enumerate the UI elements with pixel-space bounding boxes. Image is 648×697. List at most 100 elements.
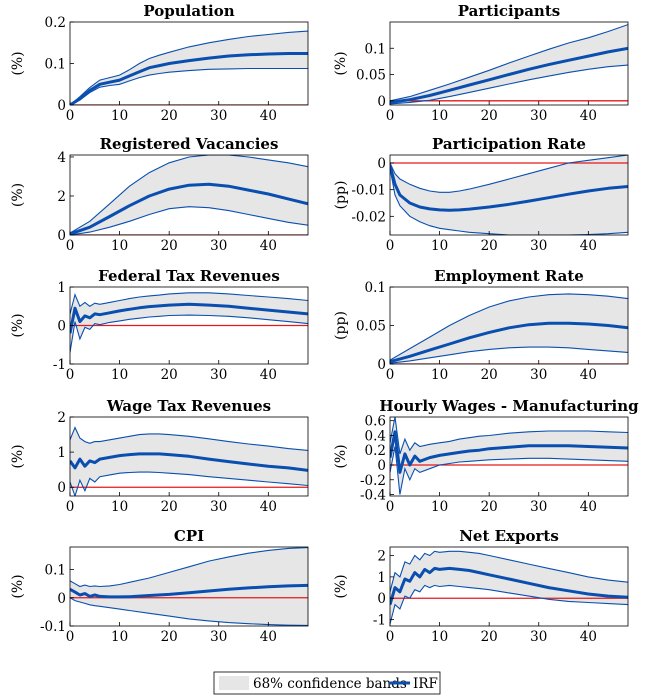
x-tick-label: 0 <box>66 367 75 383</box>
lower-band-line <box>70 206 308 235</box>
x-tick-label: 30 <box>210 108 227 124</box>
y-axis-label: (%) <box>333 51 349 75</box>
y-tick-label: 0.4 <box>365 428 386 444</box>
y-axis-label: (%) <box>10 183 26 207</box>
y-tick-label: 0 <box>57 228 66 244</box>
plot-area <box>390 417 628 495</box>
irf-line <box>390 46 628 104</box>
x-tick-label: 10 <box>111 367 128 383</box>
upper-band-line <box>390 550 628 592</box>
y-tick-label: 2 <box>57 410 66 426</box>
x-tick-label: 0 <box>386 367 395 383</box>
x-tick-label: 10 <box>431 499 448 515</box>
y-tick-label: 0 <box>377 591 386 607</box>
confidence-band <box>70 31 308 105</box>
panel-title: Hourly Wages - Manufacturing <box>379 397 639 415</box>
panel-title: Employment Rate <box>434 267 584 285</box>
y-tick-label: 0 <box>57 98 66 114</box>
y-axis-label: (%) <box>333 574 349 598</box>
x-tick-label: 0 <box>66 108 75 124</box>
x-tick-label: 0 <box>66 499 75 515</box>
axes-box <box>69 416 309 497</box>
x-tick-label: 30 <box>210 367 227 383</box>
legend-irf-label: IRF <box>413 676 438 692</box>
legend: 68% confidence bands IRF <box>213 671 441 695</box>
confidence-band <box>390 155 628 235</box>
upper-band-line <box>390 417 628 455</box>
lower-band-line <box>390 346 628 364</box>
panel-5: 0 10 20 30 40 0 0.05 0.1 Employment Rate (pp) <box>333 267 629 383</box>
x-tick-label: 0 <box>66 238 75 254</box>
y-axis-label: (%) <box>10 313 26 337</box>
x-tick-label: 0 <box>386 238 395 254</box>
y-tick-label: 0 <box>377 94 386 110</box>
panel-title: Registered Vacancies <box>100 135 279 153</box>
plot-area <box>70 292 308 353</box>
x-tick-label: 30 <box>210 499 227 515</box>
y-axis-label: (%) <box>10 574 26 598</box>
plot-area <box>390 155 628 235</box>
plot-area <box>390 550 628 625</box>
y-tick-label: 0.6 <box>365 414 386 430</box>
y-tick-label: 0.2 <box>45 15 66 31</box>
y-tick-label: 0 <box>377 357 386 373</box>
y-tick-label: 2 <box>57 189 66 205</box>
panel-6: 0 10 20 30 40 0 1 2 Wage Tax Revenues (%) <box>10 397 309 515</box>
plot-area <box>70 426 308 496</box>
panel-2: 0 10 20 30 40 0 2 4 Registered Vacancies (%) <box>10 135 309 254</box>
y-tick-label: 0 <box>377 458 386 474</box>
x-tick-label: 30 <box>530 238 547 254</box>
legend-band-label: 68% confidence bands <box>253 676 407 692</box>
plot-area <box>70 155 308 235</box>
y-tick-label: 0 <box>57 480 66 496</box>
x-tick-label: 10 <box>431 238 448 254</box>
x-tick-label: 10 <box>431 108 448 124</box>
x-tick-label: 10 <box>111 108 128 124</box>
irf-line <box>390 430 628 474</box>
x-tick-label: 20 <box>481 629 498 645</box>
x-tick-label: 0 <box>386 629 395 645</box>
axes-box <box>69 154 309 236</box>
irf-line <box>70 452 308 472</box>
x-tick-label: 20 <box>481 499 498 515</box>
confidence-band <box>70 547 308 626</box>
lower-band-line <box>70 471 308 496</box>
y-tick-label: -0.01 <box>351 183 386 199</box>
panel-title: Participation Rate <box>432 135 586 153</box>
y-tick-label: 0.1 <box>365 280 386 296</box>
y-tick-label: 4 <box>57 150 66 166</box>
upper-band-line <box>70 30 308 105</box>
lower-band-line <box>70 314 308 353</box>
legend-box <box>213 671 441 695</box>
x-tick-label: 20 <box>161 238 178 254</box>
irf-line <box>70 182 308 235</box>
y-tick-label: 0.1 <box>365 41 386 57</box>
panel-title: Wage Tax Revenues <box>106 397 271 415</box>
lower-band-line <box>390 584 628 625</box>
x-tick-label: 20 <box>161 367 178 383</box>
y-axis-label: (%) <box>333 444 349 468</box>
x-tick-label: 0 <box>66 629 75 645</box>
confidence-band <box>390 417 628 495</box>
y-tick-label: 1 <box>57 280 66 296</box>
confidence-band <box>390 551 628 624</box>
y-tick-label: 1 <box>377 570 386 586</box>
y-axis-label: (%) <box>10 444 26 468</box>
x-tick-label: 20 <box>161 499 178 515</box>
x-tick-label: 40 <box>580 238 597 254</box>
y-tick-label: 0.1 <box>45 57 66 73</box>
panel-3: 0 10 20 30 40 0 -0.01 -0.02 Participation Rate (p… <box>333 135 629 254</box>
plot-area <box>390 293 628 364</box>
y-tick-label: -1 <box>53 357 66 373</box>
confidence-band <box>70 155 308 235</box>
y-tick-label: 2 <box>377 549 386 565</box>
upper-band-line <box>70 155 308 234</box>
x-tick-label: 30 <box>210 629 227 645</box>
confidence-band <box>70 292 308 353</box>
irf-line <box>390 566 628 606</box>
x-tick-label: 10 <box>431 629 448 645</box>
upper-band-line <box>70 547 308 588</box>
